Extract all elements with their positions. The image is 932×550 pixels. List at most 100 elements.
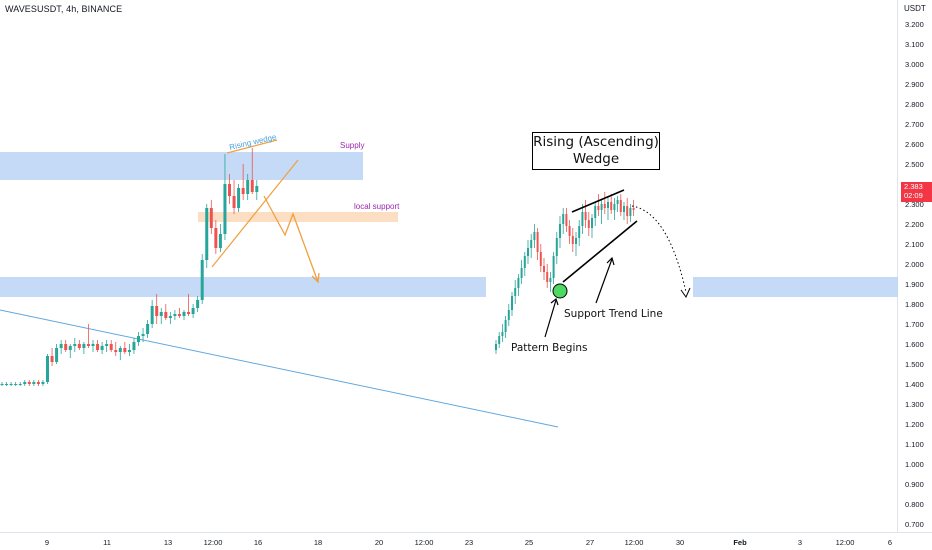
projection-candle[interactable] [591, 218, 593, 228]
main-candle[interactable] [41, 382, 45, 384]
projection-candle[interactable] [507, 310, 510, 320]
main-candle[interactable] [173, 314, 177, 316]
projection-candle[interactable] [616, 200, 619, 204]
projection-candle[interactable] [632, 208, 635, 210]
projection-candle[interactable] [523, 256, 526, 268]
projection-candle[interactable] [495, 344, 497, 350]
main-candle[interactable] [14, 384, 18, 385]
pattern-title-box[interactable]: Rising (Ascending) Wedge [532, 132, 660, 170]
main-candle[interactable] [100, 346, 104, 350]
projection-candle[interactable] [549, 278, 552, 282]
projection-candle[interactable] [629, 208, 632, 216]
main-candle[interactable] [250, 180, 254, 192]
main-candle[interactable] [196, 300, 200, 308]
main-candle[interactable] [105, 344, 109, 346]
main-candle[interactable] [0, 384, 4, 385]
main-candle[interactable] [132, 342, 136, 350]
projection-candle[interactable] [610, 202, 613, 210]
projection-candle[interactable] [501, 332, 504, 336]
projection-candle[interactable] [565, 214, 568, 226]
projection-candle[interactable] [543, 266, 545, 272]
lower-support-zone-right[interactable] [693, 277, 898, 297]
main-candle[interactable] [118, 348, 122, 352]
main-candle[interactable] [77, 344, 81, 348]
main-candle[interactable] [187, 312, 191, 314]
projection-candle[interactable] [607, 202, 609, 208]
schematic-support-line[interactable] [562, 220, 638, 283]
projection-candle[interactable] [533, 232, 536, 240]
main-candle[interactable] [209, 208, 213, 228]
main-candle[interactable] [109, 344, 113, 350]
main-candle[interactable] [82, 344, 86, 348]
main-candle[interactable] [218, 234, 222, 248]
main-candle[interactable] [246, 180, 250, 194]
wedge-support-line[interactable] [211, 159, 299, 268]
projection-candle[interactable] [539, 252, 542, 266]
main-candle[interactable] [32, 382, 36, 384]
lower-support-zone-left[interactable] [0, 277, 486, 297]
main-candle[interactable] [159, 312, 163, 316]
price-axis-ticks[interactable]: 3.200 3.100 3.000 2.900 2.800 2.700 2.600 2.500… [905, 20, 924, 529]
projection-candle[interactable] [527, 248, 529, 256]
main-candle[interactable] [127, 350, 131, 352]
projection-candle[interactable] [619, 200, 622, 212]
main-candle[interactable] [168, 316, 172, 318]
projection-candle[interactable] [600, 204, 603, 210]
main-candle[interactable] [68, 346, 72, 350]
projection-candle[interactable] [613, 204, 616, 210]
projection-candle[interactable] [546, 272, 549, 282]
main-candle[interactable] [123, 348, 127, 352]
projection-candle[interactable] [504, 320, 507, 332]
symbol-header[interactable]: WAVESUSDT, 4h, BINANCE [5, 4, 123, 14]
main-candle[interactable] [241, 188, 245, 194]
local-support-zone[interactable] [198, 212, 398, 222]
main-candle[interactable] [164, 312, 168, 318]
main-candle[interactable] [18, 384, 22, 385]
projection-candle[interactable] [552, 256, 555, 278]
projection-candle[interactable] [562, 214, 565, 224]
projection-candle[interactable] [584, 212, 587, 220]
projection-candle[interactable] [597, 206, 600, 210]
main-candle[interactable] [96, 344, 100, 350]
projection-candle[interactable] [568, 226, 571, 236]
schematic-resistance-line[interactable] [571, 189, 625, 213]
main-candle[interactable] [114, 350, 118, 352]
main-candle[interactable] [59, 344, 63, 348]
main-candle[interactable] [200, 260, 204, 300]
main-candle[interactable] [73, 344, 77, 346]
projection-candle[interactable] [571, 236, 574, 244]
projection-candle[interactable] [555, 238, 558, 256]
projected-move-arrow[interactable] [263, 195, 319, 283]
projection-candle[interactable] [514, 288, 517, 296]
projection-candle[interactable] [587, 220, 590, 228]
projection-candle[interactable] [594, 206, 597, 218]
projection-candle[interactable] [578, 226, 581, 238]
projection-candle[interactable] [581, 212, 584, 226]
main-candle[interactable] [50, 356, 54, 362]
main-candle[interactable] [36, 382, 40, 384]
main-candle[interactable] [55, 348, 59, 362]
main-candle[interactable] [46, 356, 49, 382]
main-candle[interactable] [137, 336, 140, 342]
supply-zone[interactable] [0, 152, 363, 180]
main-candle[interactable] [232, 196, 236, 208]
main-candle[interactable] [86, 344, 90, 346]
main-candle[interactable] [228, 184, 231, 196]
main-candle[interactable] [237, 188, 241, 208]
main-candle[interactable] [223, 184, 227, 234]
main-candle[interactable] [150, 306, 154, 324]
projection-candle[interactable] [603, 204, 606, 208]
main-candle[interactable] [146, 324, 150, 334]
main-candle[interactable] [214, 228, 218, 248]
projection-candle[interactable] [536, 232, 539, 252]
main-candle[interactable] [191, 308, 195, 314]
main-candle[interactable] [141, 334, 145, 336]
projection-candle[interactable] [511, 296, 513, 310]
projection-candle[interactable] [517, 278, 520, 288]
main-candle[interactable] [182, 312, 186, 316]
projected-drop-curve[interactable] [631, 205, 687, 293]
projection-candle[interactable] [559, 224, 561, 238]
projection-candle[interactable] [623, 206, 625, 212]
main-candle[interactable] [9, 384, 13, 385]
